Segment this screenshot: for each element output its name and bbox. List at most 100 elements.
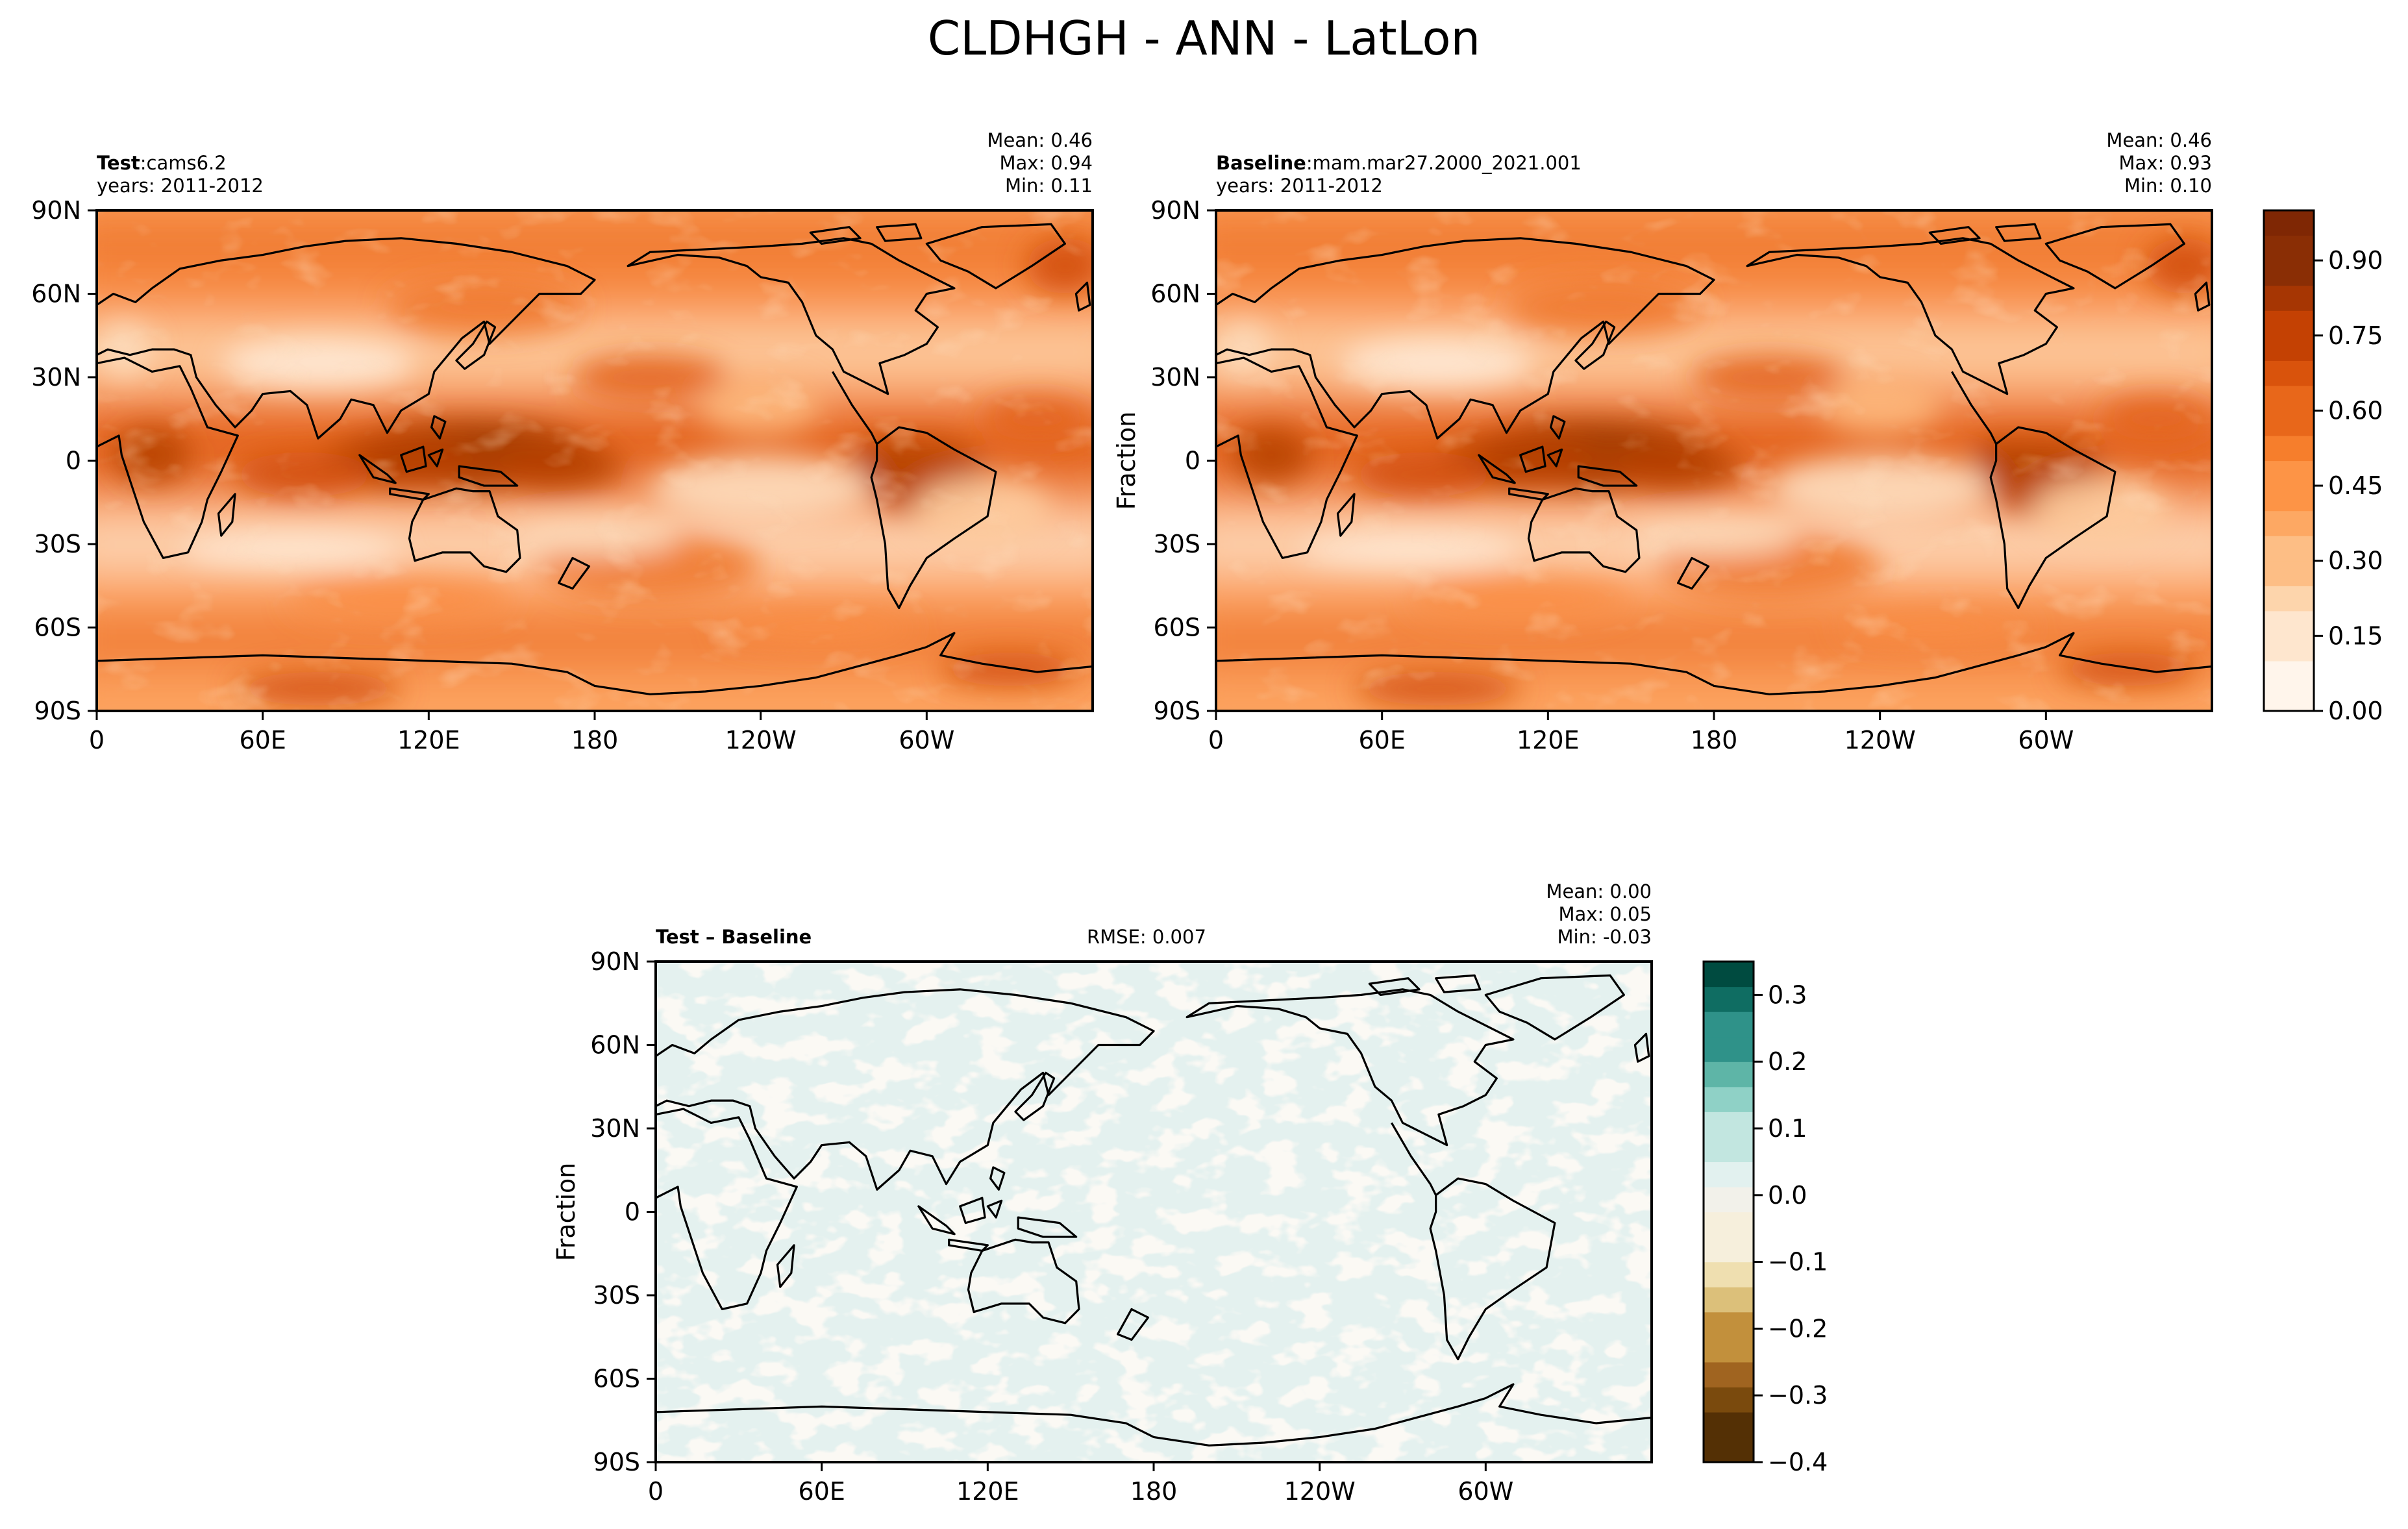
- colorbar-cell: [1704, 1411, 1754, 1438]
- x-tick-label: 60W: [2018, 726, 2074, 754]
- rmse-label: RMSE: 0.007: [1087, 926, 1206, 948]
- panel-label-value: cams6.2: [147, 152, 227, 174]
- colorbar-cell: [1704, 1062, 1754, 1088]
- x-tick-label: 120W: [725, 726, 797, 754]
- y-tick-label: 0: [1185, 447, 1200, 475]
- colorbar-cell: [2264, 610, 2314, 636]
- colorbar-tick-label: 0.2: [1768, 1047, 1807, 1076]
- panel-years: years: 2011-2012: [1216, 175, 1383, 197]
- x-tick-label: 120W: [1284, 1477, 1356, 1506]
- stat-min: Min: -0.03: [1558, 926, 1652, 948]
- y-tick-label: 90S: [34, 697, 81, 725]
- stat-mean: Mean: 0.46: [987, 129, 1093, 151]
- stat-min: Min: 0.10: [2124, 175, 2212, 197]
- x-tick-label: 180: [1130, 1477, 1178, 1506]
- colorbar-cell: [2264, 285, 2314, 311]
- y-tick-label: 30S: [1154, 530, 1200, 558]
- colorbar-tick-label: −0.1: [1768, 1248, 1828, 1276]
- colorbar-cell: [2264, 560, 2314, 586]
- cloud-field: [1216, 210, 2212, 711]
- y-tick-label: 60N: [31, 280, 81, 308]
- colorbar-cell: [2264, 410, 2314, 436]
- stat-mean: Mean: 0.00: [1546, 880, 1652, 902]
- colorbar-tick-label: 0.75: [2328, 321, 2383, 350]
- colorbar-cell: [2264, 586, 2314, 612]
- x-tick-label: 120E: [397, 726, 460, 754]
- colorbar-cell: [1704, 1387, 1754, 1413]
- colorbar-cell: [2264, 385, 2314, 411]
- x-tick-label: 0: [1208, 726, 1224, 754]
- colorbar-cell: [2264, 310, 2314, 336]
- colorbar-tick-label: 0.45: [2328, 471, 2383, 500]
- diff-texture: [656, 962, 1652, 1462]
- cloud-field: [97, 210, 1093, 711]
- field-texture: [1216, 210, 2212, 711]
- y-tick-label: 60N: [590, 1031, 640, 1060]
- colorbar-cell: [1704, 1012, 1754, 1038]
- colorbar-cell: [2264, 360, 2314, 386]
- stat-max: Max: 0.93: [2118, 152, 2212, 174]
- colorbar-cell: [1704, 1361, 1754, 1387]
- colorbar-tick-label: 0.3: [1768, 980, 1807, 1009]
- colorbar-cell: [1704, 1287, 1754, 1313]
- colorbar-cell: [1704, 1337, 1754, 1363]
- colorbar-tick-label: 0.00: [2328, 697, 2383, 725]
- x-tick-label: 120E: [1517, 726, 1580, 754]
- colorbar-tick-label: 0.60: [2328, 396, 2383, 425]
- colorbar-cell: [1704, 1086, 1754, 1112]
- colorbar-tick-label: −0.4: [1768, 1448, 1828, 1476]
- panel-label-bold: Baseline: [1216, 152, 1306, 174]
- x-tick-label: 0: [648, 1477, 664, 1506]
- y-axis-label: Fraction: [1112, 412, 1141, 510]
- colorbar-cell: [2264, 686, 2314, 712]
- x-tick-label: 120W: [1844, 726, 1916, 754]
- colorbar-diff: 0.3 0.2 0.1 0.0 −0.1 −0.2 −0.3 −0.4: [1702, 960, 1828, 1476]
- colorbar-cell: [1704, 1036, 1754, 1062]
- stat-max: Max: 0.05: [1558, 903, 1652, 925]
- y-tick-label: 30S: [593, 1281, 640, 1310]
- colorbar-cell: [1704, 1186, 1754, 1213]
- colorbar-tick-label: 0.15: [2328, 621, 2383, 650]
- y-tick-label: 30N: [31, 363, 81, 392]
- y-tick-label: 30S: [34, 530, 81, 558]
- y-tick-label: 90S: [1154, 697, 1200, 725]
- x-tick-label: 120E: [956, 1477, 1019, 1506]
- x-tick-label: 60E: [798, 1477, 845, 1506]
- y-tick-label: 30N: [590, 1114, 640, 1143]
- panel-label-bold: Test: [97, 152, 140, 174]
- colorbar-cell: [1704, 1112, 1754, 1137]
- y-tick-label: 0: [66, 447, 81, 475]
- panel-diff: 0 60E 120E 180 120W 60W 90N 60N 30N 0 30S 60S 90S Fra…: [552, 880, 1653, 1506]
- colorbar-cell: [1704, 1162, 1754, 1187]
- y-tick-label: 90N: [31, 196, 81, 225]
- y-tick-label: 60S: [1154, 614, 1200, 642]
- colorbar-cell: [1704, 1437, 1754, 1463]
- colorbar-cell: [1704, 1212, 1754, 1237]
- stat-max: Max: 0.94: [999, 152, 1093, 174]
- panel-label-sep: :: [1306, 152, 1313, 174]
- colorbar-tick-label: 0.30: [2328, 547, 2383, 575]
- y-tick-label: 90S: [593, 1448, 640, 1476]
- panel-label: Test – Baseline: [656, 926, 812, 948]
- field-texture: [97, 210, 1093, 711]
- colorbar-cell: [1704, 1262, 1754, 1287]
- y-tick-label: 30N: [1150, 363, 1200, 392]
- y-tick-label: 60S: [34, 614, 81, 642]
- y-tick-label: 60S: [593, 1365, 640, 1393]
- stat-min: Min: 0.11: [1005, 175, 1093, 197]
- colorbar-cell: [2264, 536, 2314, 562]
- panel-years: years: 2011-2012: [97, 175, 264, 197]
- colorbar-cell: [2264, 510, 2314, 536]
- y-tick-label: 0: [625, 1198, 640, 1226]
- colorbar-cell: [2264, 636, 2314, 662]
- figure-title: CLDHGH - ANN - LatLon: [927, 11, 1481, 66]
- colorbar-cell: [1704, 986, 1754, 1012]
- y-tick-label: 90N: [590, 947, 640, 976]
- x-tick-label: 60W: [1458, 1477, 1513, 1506]
- x-tick-label: 60E: [1358, 726, 1405, 754]
- colorbar-cell: [2264, 335, 2314, 361]
- colorbar-cell: [1704, 1311, 1754, 1337]
- colorbar-cell: [2264, 486, 2314, 512]
- colorbar-cell: [2264, 435, 2314, 462]
